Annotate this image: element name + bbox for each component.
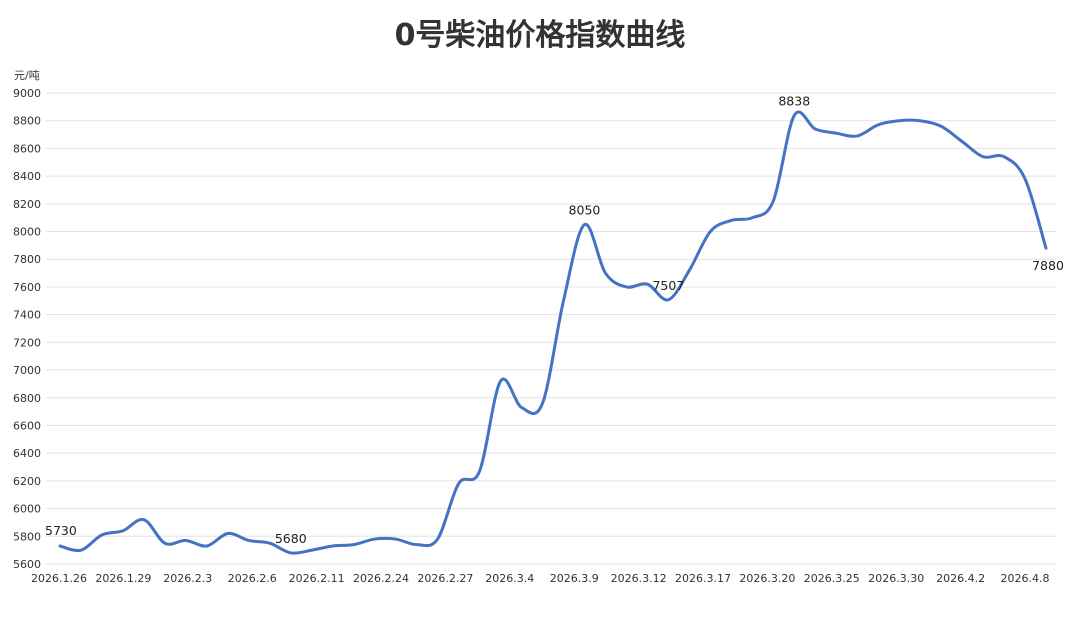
series-line: [58, 110, 1048, 555]
y-tick-label: 8200: [13, 198, 41, 211]
y-tick-label: 8600: [13, 142, 41, 155]
data-labels: 5730 5680 8050 7507 8838 7880: [45, 93, 1064, 545]
y-tick-label: 7600: [13, 281, 41, 294]
data-label: 5730: [45, 523, 77, 538]
y-tick-label: 8400: [13, 170, 41, 183]
x-tick-label: 2026.3.17: [675, 572, 731, 585]
data-label: 7880: [1032, 258, 1064, 273]
x-tick-label: 2026.2.6: [228, 572, 277, 585]
x-tick-label: 2026.3.20: [739, 572, 795, 585]
axes: 5600 5800 6000 6200 6400 6600 6800 7000 7200 7400…: [13, 69, 1049, 585]
gridlines: [46, 92, 1056, 565]
y-tick-label: 6200: [13, 475, 41, 488]
y-tick-label: 8800: [13, 115, 41, 128]
data-label: 8838: [778, 93, 810, 108]
y-tick-label: 6000: [13, 503, 41, 516]
y-tick-label: 5600: [13, 558, 41, 571]
x-tick-label: 2026.1.26: [31, 572, 87, 585]
x-tick-label: 2026.1.29: [95, 572, 151, 585]
y-tick-label: 7000: [13, 364, 41, 377]
data-label: 7507: [652, 278, 684, 293]
chart-title: 0号柴油价格指数曲线: [394, 18, 686, 53]
series-layer: [58, 110, 1048, 555]
x-tick-label: 2026.3.12: [611, 572, 667, 585]
x-tick-label: 2026.2.11: [289, 572, 345, 585]
y-tick-label: 7400: [13, 309, 41, 322]
x-tick-label: 2026.4.8: [1001, 572, 1050, 585]
y-axis-unit: 元/吨: [14, 69, 40, 82]
y-tick-label: 6800: [13, 392, 41, 405]
x-tick-label: 2026.4.2: [936, 572, 985, 585]
x-tick-label: 2026.3.25: [804, 572, 860, 585]
y-tick-label: 5800: [13, 530, 41, 543]
x-tick-label: 2026.2.24: [353, 572, 409, 585]
y-tick-label: 6400: [13, 447, 41, 460]
y-tick-label: 9000: [13, 87, 41, 100]
data-label: 5680: [275, 531, 307, 546]
x-tick-label: 2026.3.30: [868, 572, 924, 585]
x-tick-label: 2026.2.27: [417, 572, 473, 585]
y-tick-label: 7800: [13, 253, 41, 266]
x-tick-label: 2026.2.3: [163, 572, 212, 585]
x-tick-label: 2026.3.4: [485, 572, 534, 585]
data-label: 8050: [569, 203, 601, 218]
x-tick-label: 2026.3.9: [550, 572, 599, 585]
y-tick-label: 8000: [13, 226, 41, 239]
y-tick-label: 6600: [13, 419, 41, 432]
y-tick-label: 7200: [13, 336, 41, 349]
